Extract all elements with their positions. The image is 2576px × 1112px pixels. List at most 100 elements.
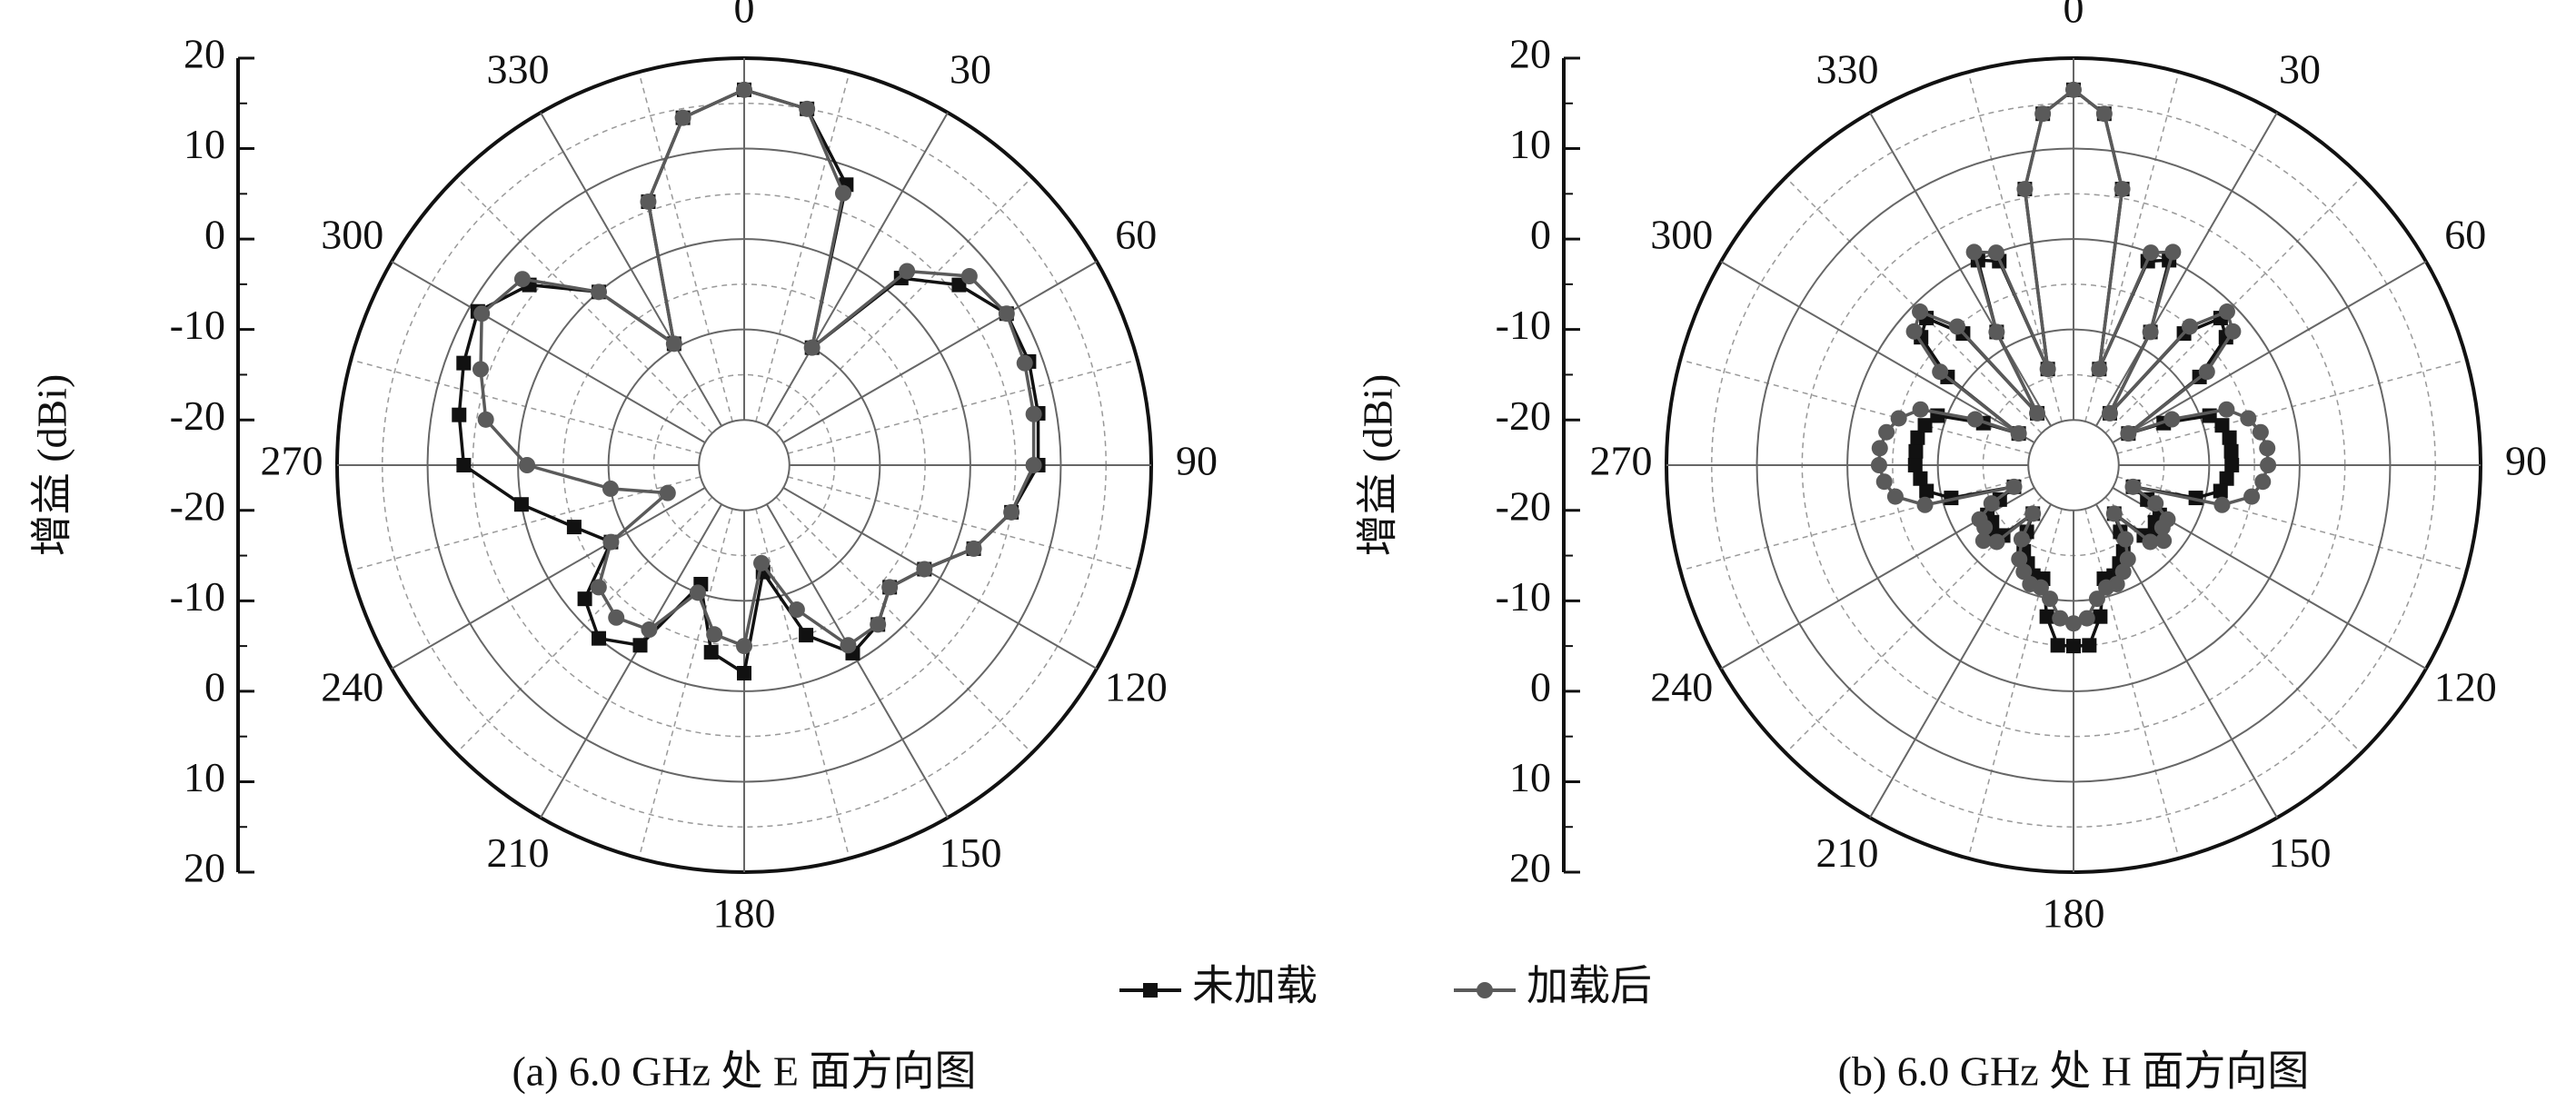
marker: [1966, 411, 1984, 428]
marker: [2039, 361, 2056, 378]
marker: [2224, 323, 2242, 340]
angle-label: 180: [2043, 890, 2105, 937]
y-axis-label: 增益 (dBi): [1355, 374, 1401, 557]
marker: [1025, 405, 1042, 422]
marker: [2254, 473, 2272, 491]
marker: [1916, 496, 1934, 513]
marker: [1025, 457, 1042, 473]
marker: [1875, 473, 1893, 491]
radial-tick-label: -10: [170, 302, 225, 348]
marker: [834, 184, 851, 202]
marker: [870, 616, 887, 633]
marker: [1974, 532, 1992, 550]
grid-spoke: [782, 261, 1098, 443]
marker: [2224, 458, 2240, 472]
marker: [703, 644, 719, 660]
angle-label: 150: [2269, 829, 2332, 876]
marker: [1949, 318, 1966, 335]
marker: [2052, 610, 2069, 627]
marker: [2039, 609, 2054, 624]
marker: [2015, 563, 2033, 581]
grid-spoke: [540, 112, 722, 427]
marker: [1987, 244, 2004, 262]
y-axis-label: 增益 (dBi): [29, 374, 75, 557]
angle-label: 90: [1176, 438, 1218, 484]
grid-spoke: [782, 487, 1098, 670]
marker: [840, 637, 857, 654]
marker: [513, 271, 531, 288]
radial-tick-label: 0: [1530, 663, 1551, 710]
angle-label: 240: [321, 664, 383, 710]
marker: [2143, 244, 2160, 262]
angle-label: 270: [261, 438, 323, 484]
radial-tick-label: 20: [184, 31, 225, 77]
marker: [1016, 354, 1033, 372]
marker: [1878, 423, 1895, 441]
marker: [2088, 591, 2105, 608]
marker: [2050, 638, 2065, 653]
marker: [2218, 401, 2235, 418]
marker: [706, 626, 723, 643]
marker: [2223, 443, 2239, 459]
angle-label: 90: [2505, 438, 2547, 484]
marker: [2029, 404, 2046, 422]
grid-spoke: [391, 487, 706, 670]
angle-label: 30: [950, 45, 991, 92]
marker: [1871, 440, 1888, 457]
grid-spoke: [2095, 112, 2278, 427]
marker: [1912, 401, 1929, 418]
marker: [1919, 483, 1934, 499]
marker: [592, 630, 607, 646]
marker: [881, 579, 899, 596]
marker: [2022, 575, 2039, 592]
angle-label: 210: [487, 829, 550, 876]
marker: [2260, 457, 2277, 473]
marker: [456, 458, 472, 472]
marker: [2120, 425, 2137, 442]
angle-label: 210: [1816, 829, 1879, 876]
marker: [737, 665, 751, 680]
marker: [602, 480, 619, 497]
marker: [2198, 363, 2215, 381]
marker: [665, 335, 682, 352]
marker: [602, 533, 620, 551]
marker: [2259, 440, 2276, 457]
angle-label: 60: [1115, 212, 1157, 258]
marker: [2034, 105, 2052, 123]
marker: [2082, 638, 2097, 653]
angle-label: 330: [487, 45, 550, 92]
marker: [2095, 105, 2113, 123]
marker: [2114, 563, 2132, 581]
marker: [1908, 443, 1924, 459]
chart-caption: (b) 6.0 GHz 处 H 面方向图: [1838, 1048, 2310, 1095]
marker: [477, 411, 494, 428]
marker: [2252, 423, 2269, 441]
marker: [916, 561, 933, 578]
legend-label: 加载后: [1527, 963, 1652, 1009]
marker: [2042, 591, 2059, 608]
radial-tick-label: -20: [1496, 482, 1551, 529]
marker: [998, 305, 1015, 323]
marker: [803, 339, 821, 356]
grid-spoke: [540, 503, 722, 819]
radial-tick-label: -20: [170, 482, 225, 529]
radial-tick-label: 20: [1509, 31, 1551, 77]
marker: [2011, 551, 2028, 568]
marker: [1910, 430, 1925, 445]
marker: [2153, 519, 2171, 536]
marker: [632, 638, 648, 653]
marker: [736, 638, 752, 655]
grid-spoke: [766, 503, 949, 819]
marker: [2101, 404, 2118, 422]
marker: [674, 109, 691, 126]
marker: [566, 520, 582, 535]
grid-spoke: [2112, 261, 2427, 443]
marker: [2105, 505, 2123, 522]
marker: [2066, 639, 2081, 654]
radial-tick-label: 0: [204, 663, 225, 710]
marker: [2065, 615, 2082, 632]
marker: [788, 601, 805, 619]
radial-tick-label: 20: [1509, 845, 1551, 891]
marker: [2219, 471, 2234, 486]
marker: [2093, 609, 2108, 624]
